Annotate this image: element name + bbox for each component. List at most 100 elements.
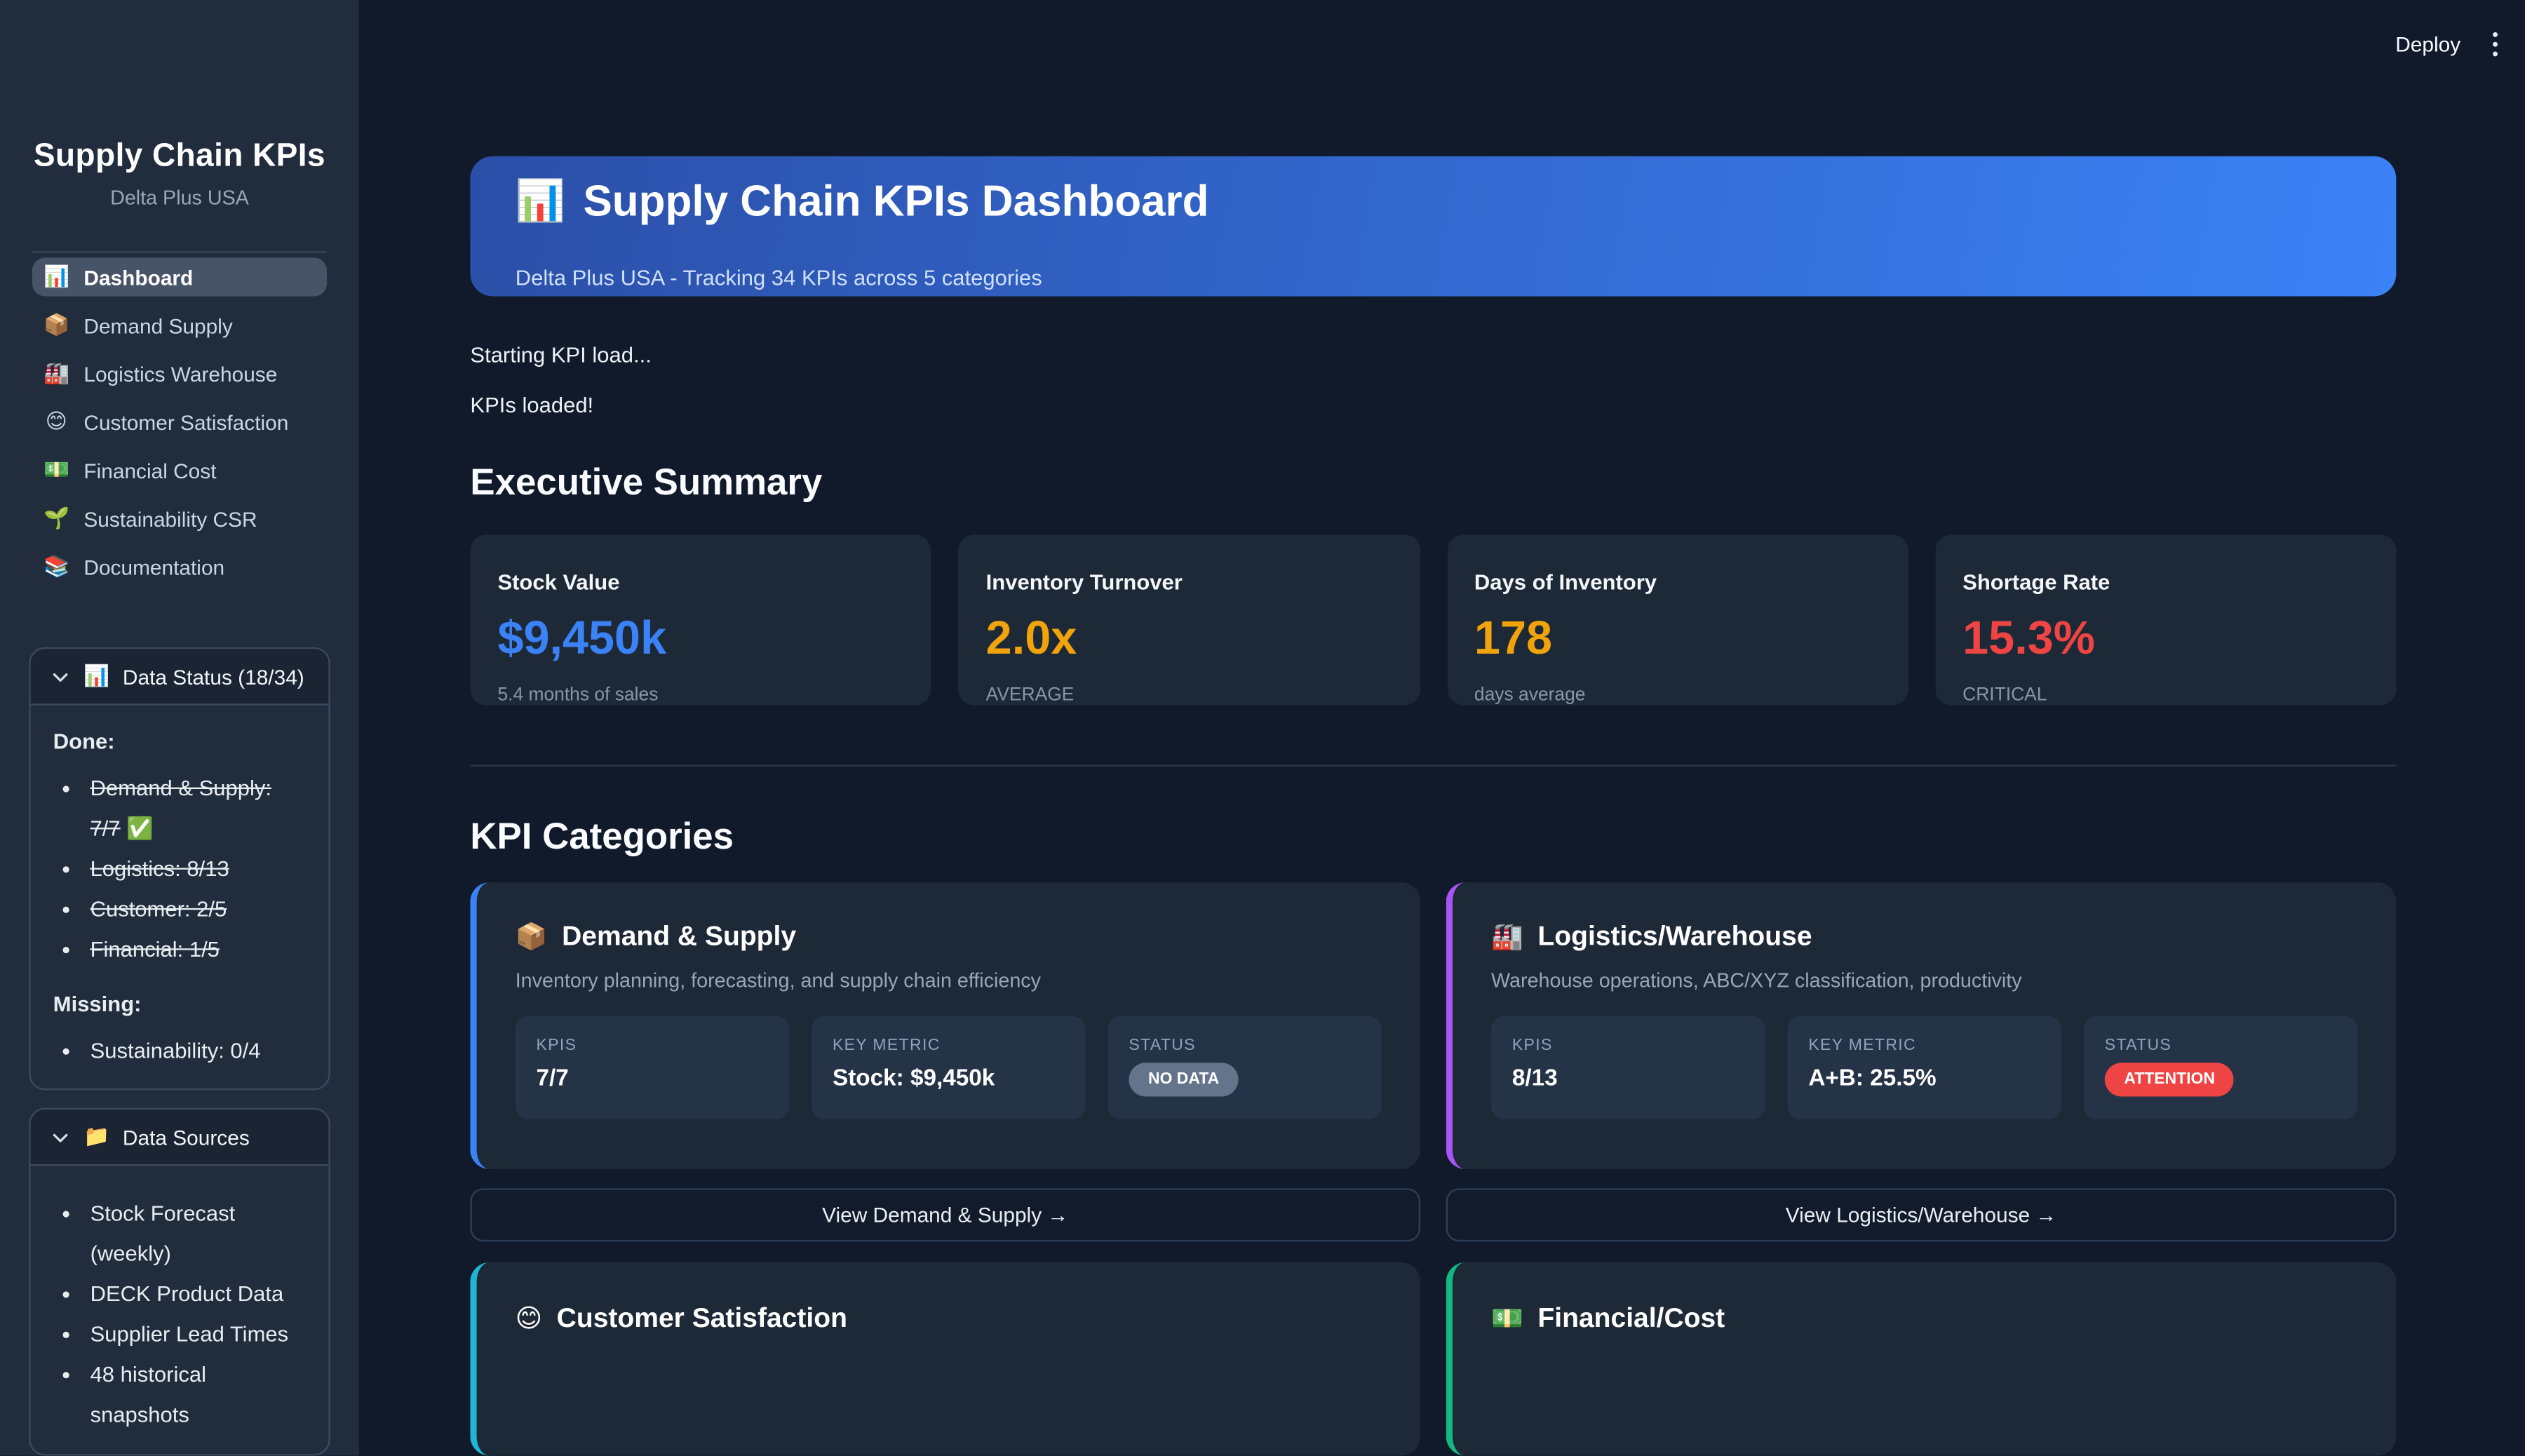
sources-list: Stock Forecast (weekly) DECK Product Dat… <box>53 1194 306 1435</box>
category-title-row: 🏭 Logistics/Warehouse <box>1491 921 2357 953</box>
sidebar-item-label: Financial Cost <box>83 458 217 483</box>
list-item: Supplier Lead Times <box>87 1314 306 1354</box>
category-title: Customer Satisfaction <box>556 1302 847 1334</box>
status-text: Starting KPI load... <box>470 343 652 368</box>
kpi-categories-heading: KPI Categories <box>470 814 734 857</box>
metric-box-status: STATUS ATTENTION <box>2083 1016 2358 1119</box>
factory-icon: 🏭 <box>1491 924 1523 952</box>
card-label: Inventory Turnover <box>985 569 1183 595</box>
package-icon: 📦 <box>43 312 70 337</box>
sidebar-item-sustainability-csr[interactable]: 🌱 Sustainability CSR <box>32 499 327 538</box>
data-status-expander-header[interactable]: 📊 Data Status (18/34) <box>30 649 329 706</box>
main-content: Deploy 📊 Supply Chain KPIs Dashboard Del… <box>359 0 2525 1456</box>
card-caption: CRITICAL <box>1962 686 2047 706</box>
data-sources-expander: 📁 Data Sources Stock Forecast (weekly) D… <box>29 1108 330 1456</box>
sidebar-nav: 📊 Dashboard 📦 Demand Supply 🏭 Logistics … <box>32 257 328 586</box>
summary-card-inventory-turnover: Inventory Turnover 2.0x AVERAGE <box>958 534 1420 706</box>
metric-box-kpis: KPIS 8/13 <box>1491 1016 1765 1119</box>
status-text: KPIs loaded! <box>470 393 594 417</box>
data-status-title: Data Status (18/34) <box>122 664 304 689</box>
metric-box-status: STATUS NO DATA <box>1107 1016 1382 1119</box>
check-mark-icon: ✅ <box>120 816 154 841</box>
list-item: DECK Product Data <box>87 1274 306 1314</box>
category-subtitle: Warehouse operations, ABC/XYZ classifica… <box>1491 969 2022 992</box>
card-label: Stock Value <box>497 569 620 595</box>
metric-value: 8/13 <box>1511 1065 1558 1092</box>
app-header-actions: Deploy <box>2395 27 2503 61</box>
card-value: 2.0x <box>985 613 1077 666</box>
sidebar-item-customer-satisfaction[interactable]: 😊 Customer Satisfaction <box>32 403 327 441</box>
bar-chart-icon: 📊 <box>515 177 566 223</box>
folder-icon: 📁 <box>83 1124 110 1149</box>
category-title: Financial/Cost <box>1537 1302 1725 1334</box>
sidebar-item-financial-cost[interactable]: 💵 Financial Cost <box>32 451 327 490</box>
page-title: Supply Chain KPIs Dashboard <box>583 176 1209 225</box>
status-badge: ATTENTION <box>2104 1063 2235 1097</box>
category-title: Demand & Supply <box>562 921 797 952</box>
sidebar-item-documentation[interactable]: 📚 Documentation <box>32 548 327 586</box>
view-buttons-row: View Demand & Supply → View Logistics/Wa… <box>470 1188 2397 1242</box>
view-demand-supply-button[interactable]: View Demand & Supply → <box>470 1188 1420 1242</box>
metric-label: STATUS <box>1129 1037 1196 1055</box>
chevron-down-icon <box>50 1126 71 1147</box>
sidebar-item-label: Sustainability CSR <box>83 506 257 531</box>
summary-card-stock-value: Stock Value $9,450k 5.4 months of sales <box>470 534 931 706</box>
data-status-content: Done: Demand & Supply: 7/7 ✅ Logistics: … <box>31 706 329 1089</box>
banknote-icon: 💵 <box>43 457 70 482</box>
list-item: 48 historical snapshots <box>87 1354 306 1435</box>
summary-cards-row: Stock Value $9,450k 5.4 months of sales … <box>470 534 2397 706</box>
card-label: Days of Inventory <box>1474 569 1657 595</box>
metric-label: KPIS <box>1511 1037 1553 1055</box>
metric-label: KEY METRIC <box>832 1037 941 1055</box>
metric-label: STATUS <box>2104 1037 2172 1055</box>
list-item: Stock Forecast (weekly) <box>87 1194 306 1274</box>
banknote-icon: 💵 <box>1491 1305 1523 1334</box>
card-caption: AVERAGE <box>985 686 1075 706</box>
metric-box-key-metric: KEY METRIC Stock: $9,450k <box>812 1016 1086 1119</box>
sidebar-item-label: Demand Supply <box>83 313 233 337</box>
books-icon: 📚 <box>43 553 70 579</box>
category-card-customer-satisfaction: 😊 Customer Satisfaction <box>470 1262 1420 1456</box>
category-title-row: 📦 Demand & Supply <box>516 921 1382 953</box>
deploy-button[interactable]: Deploy <box>2395 32 2461 57</box>
card-value: 15.3% <box>1962 613 2095 666</box>
card-caption: 5.4 months of sales <box>497 686 659 706</box>
data-status-expander: 📊 Data Status (18/34) Done: Demand & Sup… <box>29 647 330 1091</box>
list-item: Demand & Supply: 7/7 ✅ <box>87 768 306 849</box>
category-cards-row: 📦 Demand & Supply Inventory planning, fo… <box>470 882 2397 1169</box>
missing-list: Sustainability: 0/4 <box>53 1030 306 1070</box>
chevron-down-icon <box>50 666 71 687</box>
sidebar-item-label: Dashboard <box>83 264 194 290</box>
seedling-icon: 🌱 <box>43 505 70 530</box>
data-sources-expander-header[interactable]: 📁 Data Sources <box>30 1110 329 1166</box>
metric-label: KPIS <box>536 1037 577 1055</box>
metric-box-kpis: KPIS 7/7 <box>515 1016 789 1119</box>
category-card-financial-cost: 💵 Financial/Cost <box>1446 1262 2397 1456</box>
missing-label: Missing: <box>53 992 142 1016</box>
sidebar-item-logistics-warehouse[interactable]: 🏭 Logistics Warehouse <box>32 354 327 393</box>
view-logistics-warehouse-button[interactable]: View Logistics/Warehouse → <box>1446 1188 2397 1242</box>
list-item: Customer: 2/5 <box>87 889 306 929</box>
category-card-demand-supply: 📦 Demand & Supply Inventory planning, fo… <box>470 882 1420 1169</box>
list-item: Financial: 1/5 <box>87 929 306 969</box>
list-item: Logistics: 8/13 <box>87 849 306 889</box>
sidebar-item-demand-supply[interactable]: 📦 Demand Supply <box>32 306 327 344</box>
card-value: 178 <box>1474 613 1553 666</box>
done-list: Demand & Supply: 7/7 ✅ Logistics: 8/13 C… <box>53 768 306 969</box>
metric-value: Stock: $9,450k <box>832 1065 995 1092</box>
list-item: Sustainability: 0/4 <box>87 1030 306 1070</box>
sidebar-item-dashboard[interactable]: 📊 Dashboard <box>32 257 328 297</box>
sidebar: Supply Chain KPIs Delta Plus USA 📊 Dashb… <box>0 0 359 1456</box>
sidebar-item-label: Documentation <box>83 554 225 579</box>
smiley-icon: 😊 <box>45 409 67 433</box>
kebab-menu-icon[interactable] <box>2488 27 2503 61</box>
card-caption: days average <box>1474 686 1586 706</box>
category-subtitle: Inventory planning, forecasting, and sup… <box>515 969 1042 992</box>
bar-chart-icon: 📊 <box>83 663 110 688</box>
metric-row: KPIS 8/13 KEY METRIC A+B: 25.5% STATUS A… <box>1491 1016 2358 1119</box>
card-value: $9,450k <box>497 613 667 666</box>
data-sources-title: Data Sources <box>122 1125 250 1150</box>
done-label: Done: <box>53 729 115 754</box>
hero-title-row: 📊 Supply Chain KPIs Dashboard <box>516 176 2351 226</box>
hero-subtitle: Delta Plus USA - Tracking 34 KPIs across… <box>515 264 1042 290</box>
